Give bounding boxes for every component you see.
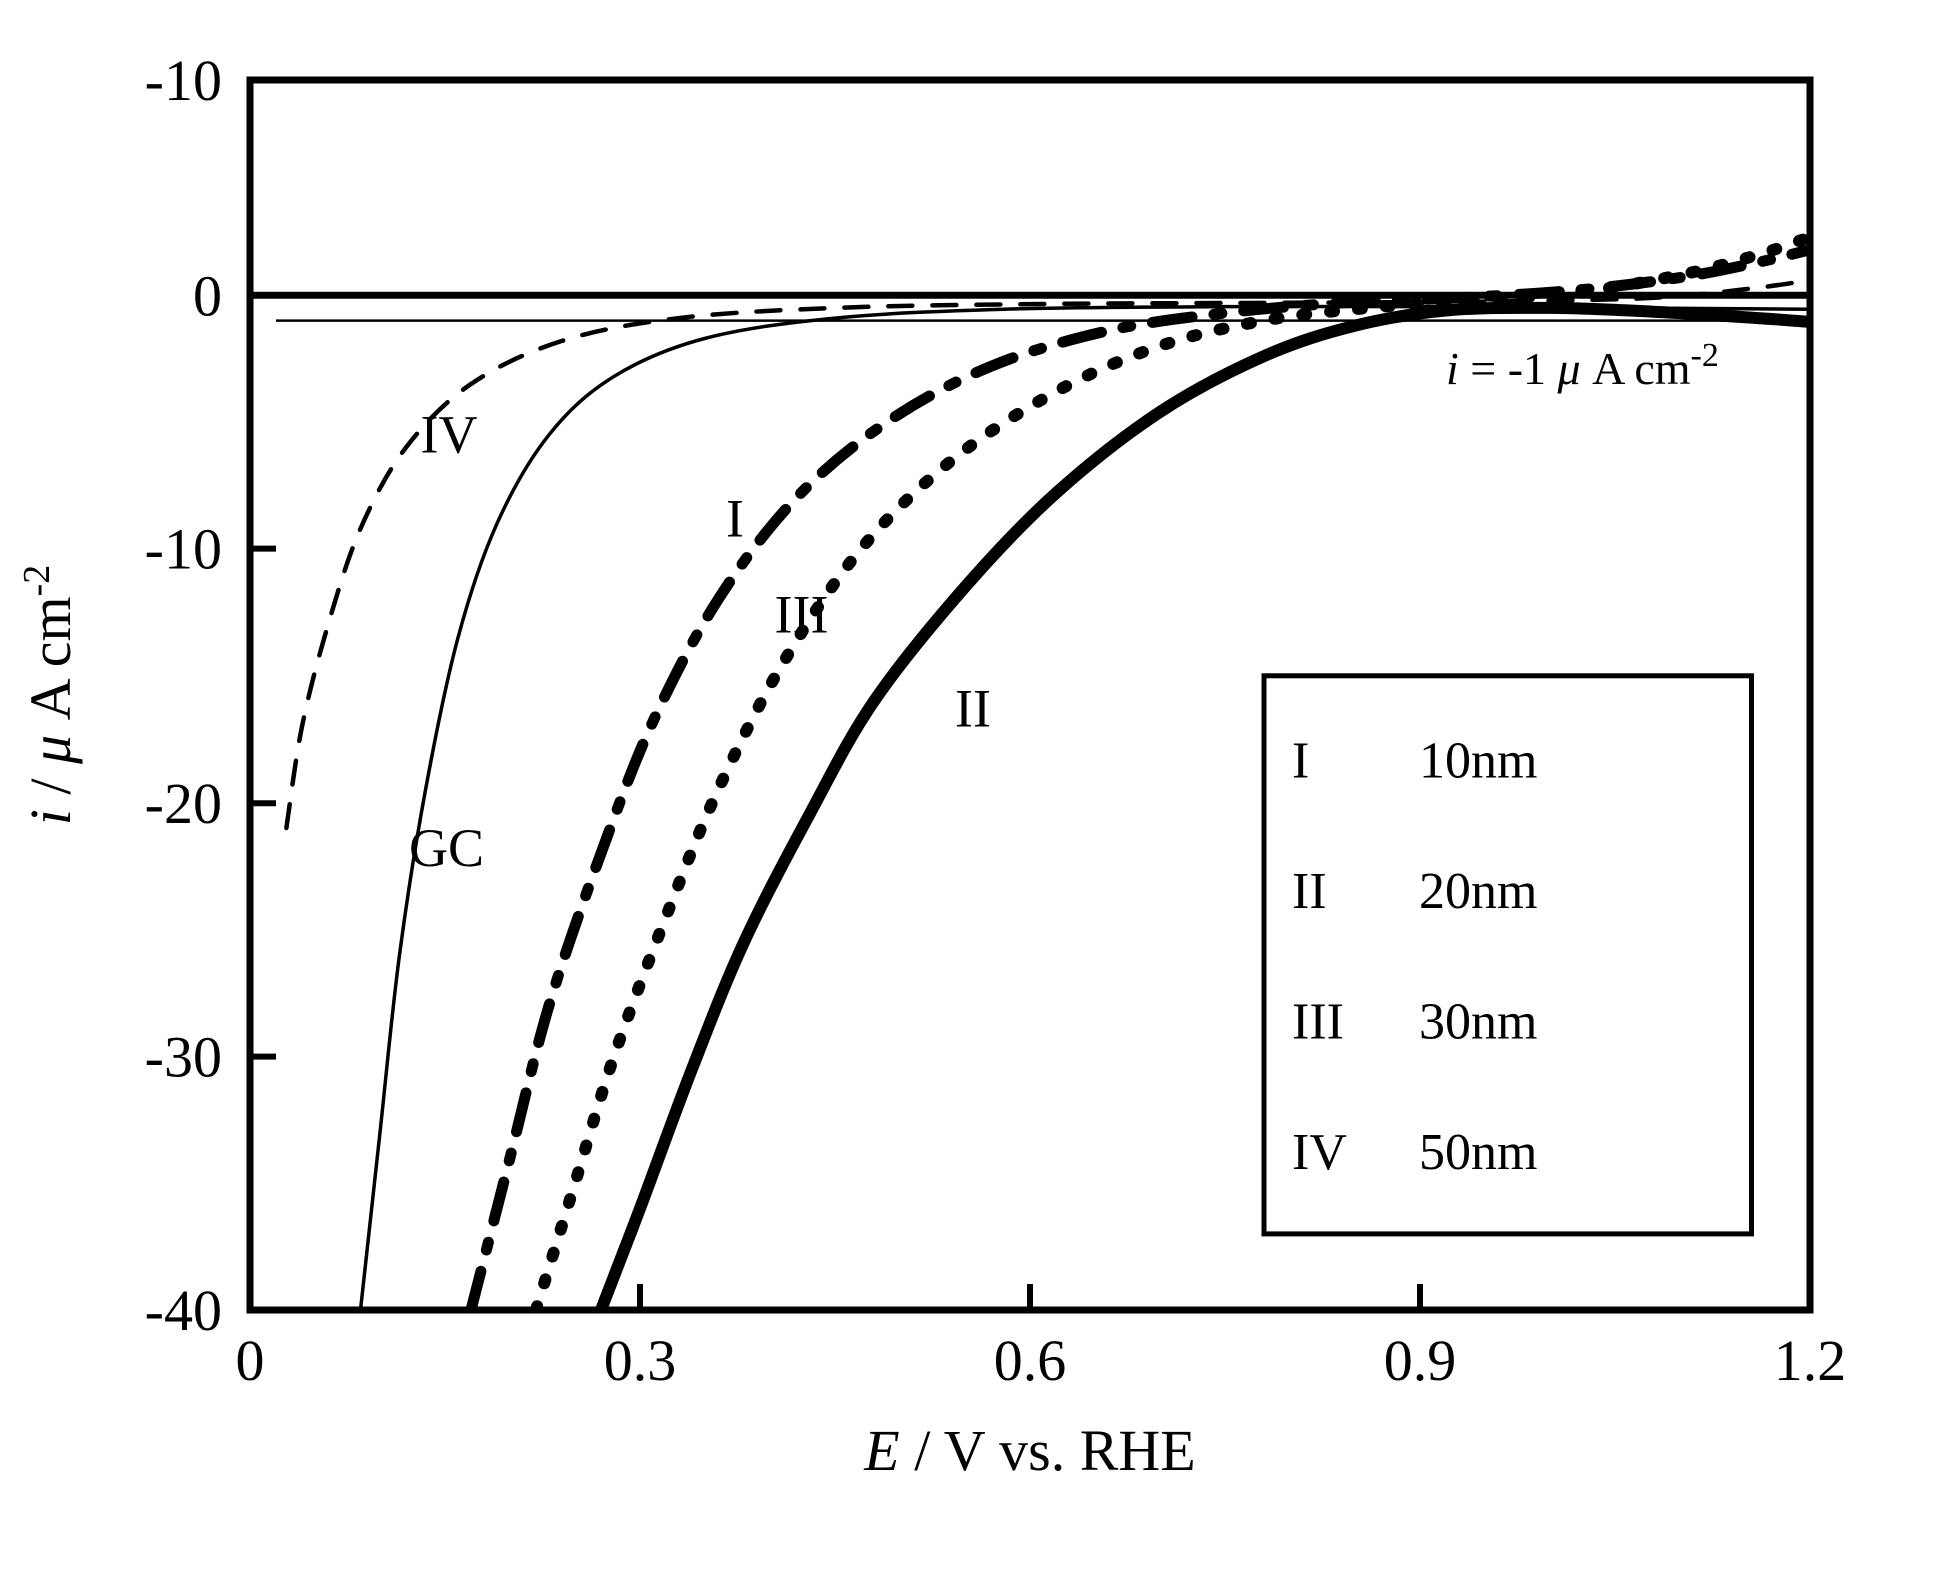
series-label-I: I: [726, 488, 744, 548]
series-label-IV: IV: [421, 405, 478, 465]
legend-roman: I: [1292, 733, 1309, 790]
y-tick-label: -10: [145, 517, 222, 582]
legend-roman: II: [1292, 863, 1327, 920]
x-tick-label: 0.9: [1384, 1328, 1457, 1393]
chart-container: -100-10-20-30-4000.30.60.91.2IIIIIIGCIVi…: [0, 0, 1933, 1570]
series-label-III: III: [775, 585, 829, 645]
y-axis-label: i / μ A cm-2: [16, 565, 83, 826]
ref-line-label: i = -1 μ A cm-2: [1446, 337, 1719, 395]
x-axis-label: E / V vs. RHE: [863, 1418, 1195, 1483]
x-tick-label: 1.2: [1774, 1328, 1847, 1393]
legend-value: 50nm: [1419, 1124, 1537, 1181]
legend-value: 20nm: [1419, 863, 1537, 920]
x-tick-label: 0.6: [994, 1328, 1067, 1393]
y-tick-label: 0: [193, 263, 222, 328]
y-tick-label: -10: [145, 48, 222, 113]
legend-roman: IV: [1292, 1124, 1347, 1181]
polarization-chart: -100-10-20-30-4000.30.60.91.2IIIIIIGCIVi…: [0, 0, 1933, 1570]
series-label-GC: GC: [409, 818, 484, 878]
y-tick-label: -40: [145, 1278, 222, 1343]
y-tick-label: -30: [145, 1025, 222, 1090]
legend-roman: III: [1292, 994, 1344, 1051]
y-tick-label: -20: [145, 771, 222, 836]
x-tick-label: 0: [236, 1328, 265, 1393]
series-label-II: II: [955, 679, 991, 739]
legend-value: 30nm: [1419, 994, 1537, 1051]
x-tick-label: 0.3: [604, 1328, 677, 1393]
legend-value: 10nm: [1419, 733, 1537, 790]
